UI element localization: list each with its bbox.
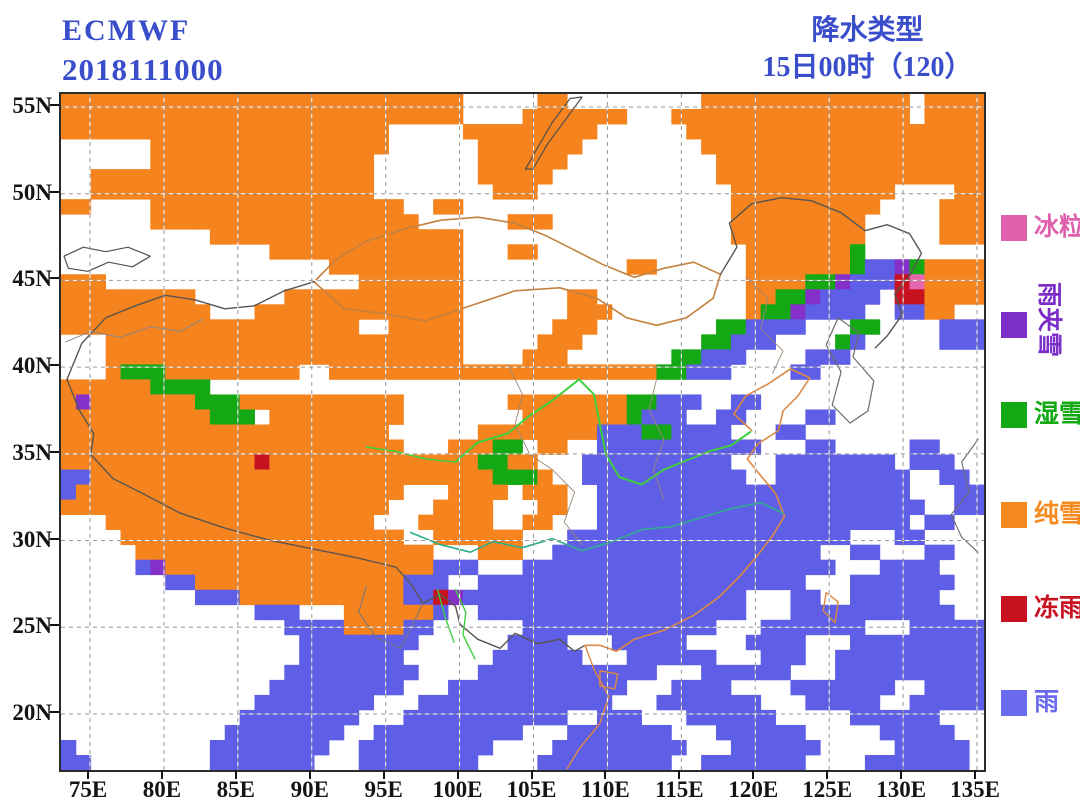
lat-tick-50N bbox=[50, 190, 59, 193]
border-korea bbox=[825, 317, 875, 424]
lon-tick-75E bbox=[87, 770, 89, 779]
lake-baikal bbox=[524, 96, 583, 170]
lat-label-20N: 20N bbox=[12, 699, 52, 725]
lat-label-35N: 35N bbox=[12, 439, 52, 465]
lon-label-100E: 100E bbox=[432, 777, 483, 802]
coast-japan bbox=[950, 438, 979, 553]
coastline-vietnam bbox=[566, 644, 610, 770]
lat-tick-55N bbox=[50, 104, 59, 106]
graticule bbox=[61, 94, 984, 770]
legend-label-sleet: 雨夹雪 bbox=[1035, 282, 1062, 358]
precip-raster bbox=[61, 94, 984, 770]
lon-label-135E: 135E bbox=[950, 777, 1000, 802]
legend-swatch-rain bbox=[1001, 690, 1027, 716]
lon-label-85E: 85E bbox=[216, 777, 255, 802]
lon-tick-95E bbox=[382, 770, 385, 779]
legend-swatch-freezing-rain bbox=[1001, 596, 1027, 622]
lon-label-110E: 110E bbox=[581, 777, 630, 802]
model-title: ECMWF bbox=[62, 14, 191, 47]
valid-time: 15日00时（120） bbox=[762, 52, 973, 83]
lat-label-55N: 55N bbox=[12, 93, 52, 118]
lon-label-80E: 80E bbox=[142, 777, 182, 802]
lat-tick-40N bbox=[50, 364, 59, 367]
lon-label-95E: 95E bbox=[364, 777, 403, 802]
geo-overlays bbox=[63, 96, 979, 770]
river-salween bbox=[436, 589, 455, 643]
lon-tick-80E bbox=[160, 770, 163, 779]
lon-label-125E: 125E bbox=[802, 777, 853, 802]
river-yellow bbox=[454, 378, 752, 486]
lon-tick-115E bbox=[678, 770, 681, 779]
lon-tick-125E bbox=[826, 770, 829, 779]
lon-tick-120E bbox=[752, 770, 755, 779]
lon-tick-135E bbox=[974, 770, 977, 779]
lake-balkhash bbox=[63, 246, 151, 272]
border-province-2 bbox=[648, 378, 665, 501]
legend-label-rain: 雨 bbox=[1034, 689, 1060, 716]
river-upper-yellow bbox=[365, 446, 457, 463]
lon-tick-130E bbox=[900, 770, 903, 779]
lon-tick-105E bbox=[530, 770, 533, 779]
lat-tick-35N bbox=[50, 450, 59, 453]
legend-swatch-wet-snow bbox=[1001, 402, 1027, 428]
legend-label-freezing-rain: 冻雨 bbox=[1034, 595, 1080, 622]
lat-tick-25N bbox=[50, 624, 59, 627]
border-province-1 bbox=[507, 363, 583, 546]
lat-tick-20N bbox=[50, 710, 59, 713]
lon-label-105E: 105E bbox=[506, 777, 557, 802]
lat-label-30N: 30N bbox=[12, 526, 52, 552]
border-china-south bbox=[66, 378, 586, 652]
legend-label-pure-snow: 纯雪 bbox=[1034, 501, 1080, 528]
legend-label-ice-pellets: 冰粒 bbox=[1034, 214, 1080, 241]
lon-label-130E: 130E bbox=[876, 777, 927, 802]
lat-tick-45N bbox=[50, 277, 59, 280]
lat-label-45N: 45N bbox=[12, 266, 52, 292]
legend-label-wet-snow: 湿雪 bbox=[1034, 401, 1080, 428]
island-taiwan bbox=[822, 592, 839, 624]
border-province-3 bbox=[745, 276, 784, 374]
lon-tick-90E bbox=[308, 770, 311, 779]
lon-label-115E: 115E bbox=[655, 777, 704, 802]
river-yangtze bbox=[409, 501, 784, 554]
lat-label-40N: 40N bbox=[12, 353, 52, 379]
lon-label-75E: 75E bbox=[68, 777, 108, 802]
border-mongolia bbox=[313, 216, 722, 327]
lat-tick-30N bbox=[50, 537, 59, 540]
lon-label-120E: 120E bbox=[728, 777, 779, 802]
legend-swatch-sleet bbox=[1001, 312, 1027, 338]
legend-swatch-pure-snow bbox=[1001, 502, 1027, 528]
legend-swatch-ice-pellets bbox=[1001, 215, 1027, 241]
product-title: 降水类型 bbox=[811, 15, 924, 46]
map-plot-area bbox=[59, 92, 986, 772]
border-china-north bbox=[66, 281, 315, 381]
river-mekong bbox=[454, 589, 476, 660]
lat-label-25N: 25N bbox=[12, 613, 52, 639]
lon-label-90E: 90E bbox=[290, 777, 329, 802]
lon-tick-100E bbox=[456, 770, 459, 779]
island-hainan bbox=[599, 670, 619, 690]
lon-tick-85E bbox=[234, 770, 237, 779]
lat-label-50N: 50N bbox=[12, 179, 52, 205]
border-india bbox=[358, 586, 424, 649]
coastline-east bbox=[584, 368, 811, 653]
precipitation-map-svg bbox=[61, 94, 984, 770]
border-kazakh bbox=[65, 318, 203, 343]
run-timestamp: 2018111000 bbox=[62, 52, 224, 87]
lon-tick-110E bbox=[604, 770, 607, 779]
border-china-northeast bbox=[719, 196, 923, 349]
